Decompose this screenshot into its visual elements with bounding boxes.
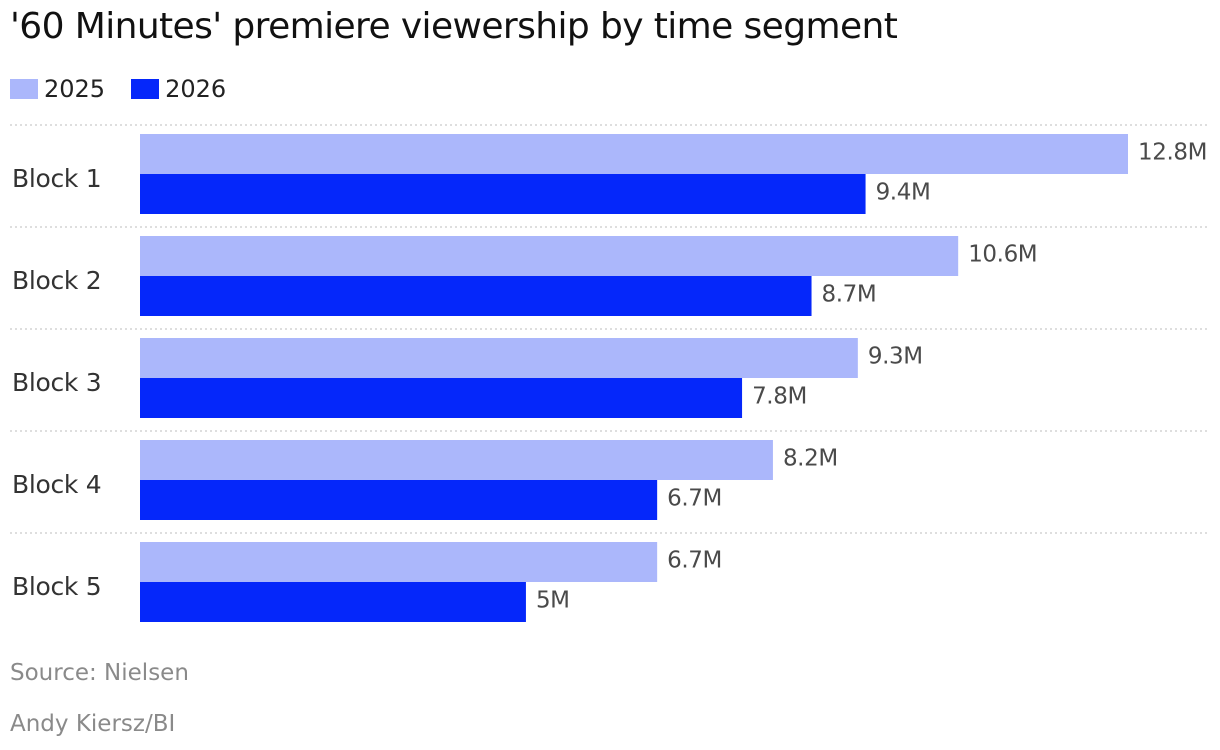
bar-2025-block-2	[140, 236, 959, 276]
chart-title: '60 Minutes' premiere viewership by time…	[10, 6, 898, 47]
data-label-2025-block-2: 10.6M	[968, 242, 1037, 268]
data-label-2026-block-1: 9.4M	[876, 180, 931, 206]
data-label-2025-block-4: 8.2M	[783, 446, 838, 472]
data-label-2026-block-2: 8.7M	[822, 282, 877, 308]
data-label-2025-block-1: 12.8M	[1138, 140, 1207, 166]
category-label-block-5: Block 5	[12, 572, 101, 601]
legend: 2025 2026	[10, 74, 252, 104]
data-label-2026-block-3: 7.8M	[752, 384, 807, 410]
legend-swatch-2026	[131, 79, 160, 99]
legend-label-2025: 2025	[44, 75, 106, 103]
legend-swatch-2025	[10, 79, 38, 99]
data-label-2026-block-4: 6.7M	[667, 486, 722, 512]
category-label-block-3: Block 3	[12, 368, 101, 397]
legend-item-2026: 2026	[131, 75, 226, 103]
bar-2025-block-1	[140, 134, 1128, 174]
bar-2026-block-3	[140, 378, 743, 418]
bar-2025-block-3	[140, 338, 858, 378]
category-label-block-1: Block 1	[12, 164, 101, 193]
source-note: Source: Nielsen	[10, 660, 189, 686]
legend-item-2025: 2025	[10, 75, 105, 103]
data-label-2025-block-5: 6.7M	[667, 548, 722, 574]
legend-label-2026: 2026	[165, 75, 227, 103]
bar-2026-block-2	[140, 276, 812, 316]
data-label-2026-block-5: 5M	[536, 588, 570, 614]
category-label-block-2: Block 2	[12, 266, 101, 295]
bar-2025-block-4	[140, 440, 773, 480]
bar-2025-block-5	[140, 542, 658, 582]
bar-2026-block-5	[140, 582, 526, 622]
category-label-block-4: Block 4	[12, 470, 101, 499]
data-label-2025-block-3: 9.3M	[868, 344, 923, 370]
bar-2026-block-1	[140, 174, 866, 214]
credit-note: Andy Kiersz/BI	[10, 711, 176, 737]
bar-2026-block-4	[140, 480, 658, 520]
